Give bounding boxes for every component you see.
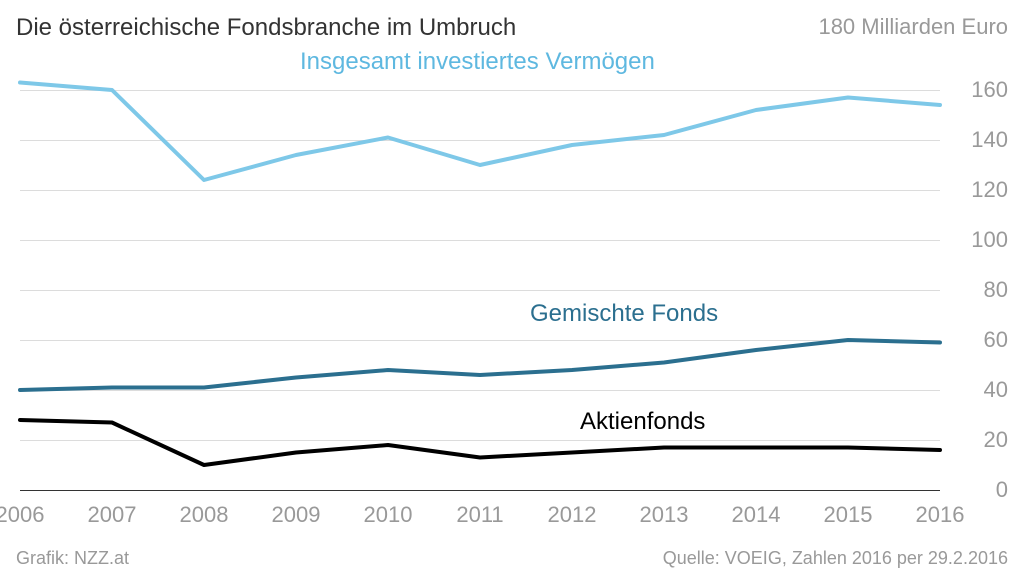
series-label: Gemischte Fonds	[530, 300, 718, 328]
series-line	[20, 420, 940, 465]
series-label: Insgesamt investiertes Vermögen	[300, 48, 655, 76]
footer-credit-left: Grafik: NZZ.at	[16, 548, 129, 569]
series-line	[20, 83, 940, 181]
plot-svg	[0, 0, 1024, 577]
chart-container: Die österreichische Fondsbranche im Umbr…	[0, 0, 1024, 577]
series-line	[20, 340, 940, 390]
series-label: Aktienfonds	[580, 408, 705, 436]
footer-credit-right: Quelle: VOEIG, Zahlen 2016 per 29.2.2016	[663, 548, 1008, 569]
